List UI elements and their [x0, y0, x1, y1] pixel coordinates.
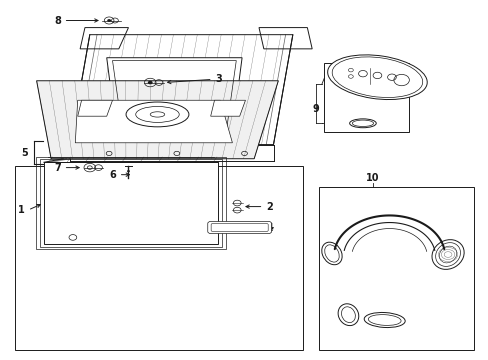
Circle shape — [127, 170, 130, 172]
Text: 8: 8 — [54, 15, 98, 26]
Text: 5: 5 — [21, 148, 28, 158]
Bar — [15, 166, 302, 350]
Polygon shape — [210, 100, 245, 116]
Ellipse shape — [349, 119, 375, 128]
Text: 4: 4 — [265, 223, 273, 233]
Polygon shape — [106, 58, 242, 132]
FancyBboxPatch shape — [207, 221, 271, 234]
Polygon shape — [37, 81, 278, 159]
Ellipse shape — [364, 312, 405, 328]
Text: 9: 9 — [312, 104, 319, 114]
Text: 10: 10 — [365, 173, 379, 183]
Text: 6: 6 — [109, 170, 129, 180]
Text: 2: 2 — [245, 202, 272, 212]
Ellipse shape — [126, 102, 188, 127]
Polygon shape — [78, 100, 112, 116]
Ellipse shape — [321, 242, 342, 265]
Circle shape — [107, 19, 111, 22]
Bar — [324, 63, 408, 132]
Bar — [40, 159, 222, 247]
Ellipse shape — [431, 240, 463, 269]
Circle shape — [147, 81, 152, 84]
Ellipse shape — [337, 304, 358, 325]
Text: 1: 1 — [18, 205, 24, 215]
Text: 3: 3 — [167, 74, 222, 84]
Bar — [36, 157, 225, 249]
Bar — [44, 162, 218, 244]
Bar — [319, 187, 473, 350]
Ellipse shape — [327, 55, 427, 100]
Polygon shape — [75, 100, 232, 143]
Text: 7: 7 — [54, 163, 79, 172]
